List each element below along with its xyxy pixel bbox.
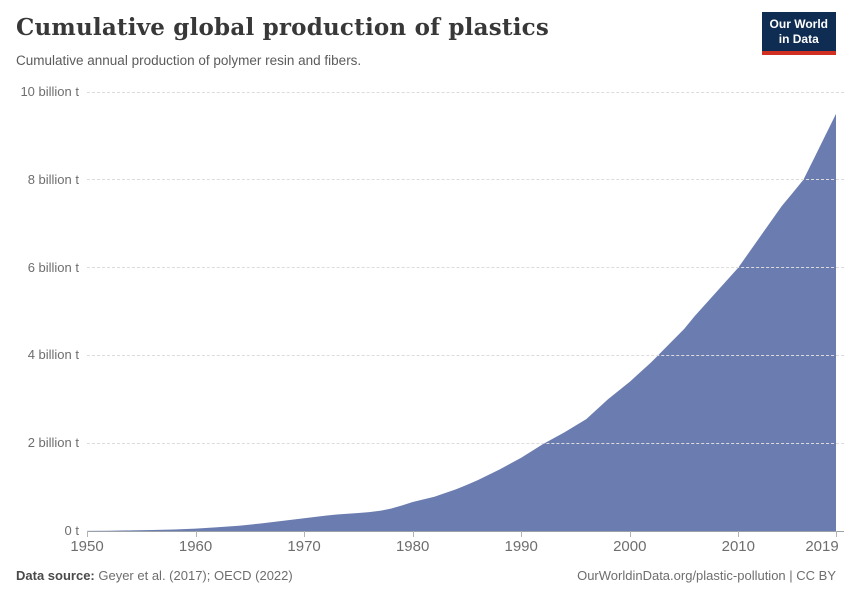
data-source: Data source: Geyer et al. (2017); OECD (… xyxy=(16,568,293,583)
y-axis-tick-label: 10 billion t xyxy=(20,84,79,99)
y-axis-tick-label: 6 billion t xyxy=(27,259,79,275)
gridline-6-billion-t xyxy=(87,267,844,269)
x-axis-tick xyxy=(412,531,414,537)
chart-subtitle: Cumulative annual production of polymer … xyxy=(16,53,362,68)
x-axis-tick xyxy=(195,531,197,537)
gridline-8-billion-t xyxy=(87,179,844,181)
x-axis-tick xyxy=(629,531,631,537)
chart-footer: Data source: Geyer et al. (2017); OECD (… xyxy=(16,568,836,583)
owid-logo-line2: in Data xyxy=(778,32,819,46)
owid-logo[interactable]: Our World in Data xyxy=(761,12,836,55)
gridline-4-billion-t xyxy=(87,354,844,356)
x-axis-line xyxy=(87,530,844,532)
x-axis-tick xyxy=(304,531,306,537)
gridline-10-billion-t xyxy=(87,91,844,93)
x-axis-tick xyxy=(836,531,837,537)
owid-logo-line1: Our World xyxy=(769,17,828,31)
x-axis-tick-label: 1960 xyxy=(178,538,213,555)
y-axis-tick-label: 0 t xyxy=(64,523,79,538)
page-title: Cumulative global production of plastics xyxy=(16,14,549,41)
x-axis-tick-label: 1980 xyxy=(395,538,430,555)
x-axis-tick xyxy=(738,531,740,537)
x-axis-tick-label: 1970 xyxy=(287,538,321,555)
y-axis-tick-label: 2 billion t xyxy=(27,435,79,451)
x-axis-tick xyxy=(521,531,523,537)
gridline-2-billion-t xyxy=(87,442,844,444)
y-axis-tick-label: 4 billion t xyxy=(27,347,79,363)
x-axis-tick xyxy=(87,531,88,537)
attribution-link[interactable]: OurWorldinData.org/plastic-pollution | C… xyxy=(577,568,836,583)
x-axis-tick-label: 2019 xyxy=(805,538,839,555)
x-axis-tick-label: 1950 xyxy=(70,538,104,555)
area-series[interactable] xyxy=(87,113,836,532)
x-axis-tick-label: 2000 xyxy=(613,538,647,555)
x-axis-tick-label: 1990 xyxy=(504,538,538,555)
data-source-label: Data source: xyxy=(16,568,95,583)
y-axis-tick-label: 8 billion t xyxy=(27,171,79,187)
x-axis-tick-label: 2010 xyxy=(721,538,755,555)
data-source-value: Geyer et al. (2017); OECD (2022) xyxy=(94,568,293,583)
